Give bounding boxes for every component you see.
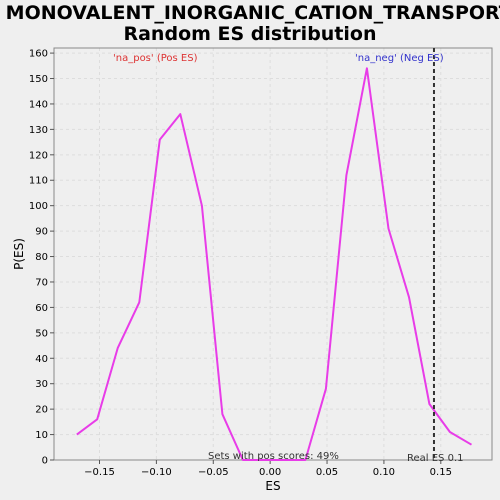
y-tick-label: 90 [35,227,48,238]
y-tick-label: 40 [35,354,48,365]
y-tick-label: 150 [29,74,48,85]
x-axis-title: ES [265,479,280,493]
x-tick-label: −0.15 [84,467,115,478]
y-tick-label: 10 [35,430,48,441]
y-tick-label: 110 [29,176,48,187]
y-tick-label: 160 [29,49,48,60]
x-tick-label: 0.05 [316,467,338,478]
x-tick-label: 0.10 [373,467,395,478]
y-tick-label: 20 [35,405,48,416]
y-tick-label: 140 [29,99,48,110]
x-tick-label: 0.15 [430,467,452,478]
y-tick-label: 120 [29,150,48,161]
sets-annotation: Sets with pos scores: 49% [208,451,339,462]
chart-subtitle: Random ES distribution [123,23,376,45]
neg-annotation: 'na_neg' (Neg ES) [355,53,444,64]
y-tick-label: 50 [35,328,48,339]
x-axis: −0.15 −0.10 −0.05 0.00 0.05 0.10 0.15 [84,460,452,478]
gridlines [54,48,492,460]
x-tick-label: −0.05 [198,467,229,478]
y-tick-label: 100 [29,201,48,212]
y-tick-label: 70 [35,277,48,288]
plot-area [53,47,493,461]
y-axis: 0 10 20 30 40 50 60 70 80 90 100 110 120 130 140 150 160 [29,49,54,467]
y-tick-label: 130 [29,125,48,136]
y-tick-label: 0 [42,456,48,467]
series-line [76,67,473,461]
real-es-label: Real ES 0.1 [407,453,463,464]
x-tick-label: 0.00 [259,467,281,478]
y-tick-label: 30 [35,379,48,390]
y-tick-label: 60 [35,303,48,314]
pos-annotation: 'na_pos' (Pos ES) [113,53,198,64]
y-tick-label: 80 [35,252,48,263]
y-axis-title: P(ES) [12,238,26,270]
x-tick-label: −0.10 [141,467,172,478]
chart-title: MONOVALENT_INORGANIC_CATION_TRANSPORT: [6,2,500,24]
